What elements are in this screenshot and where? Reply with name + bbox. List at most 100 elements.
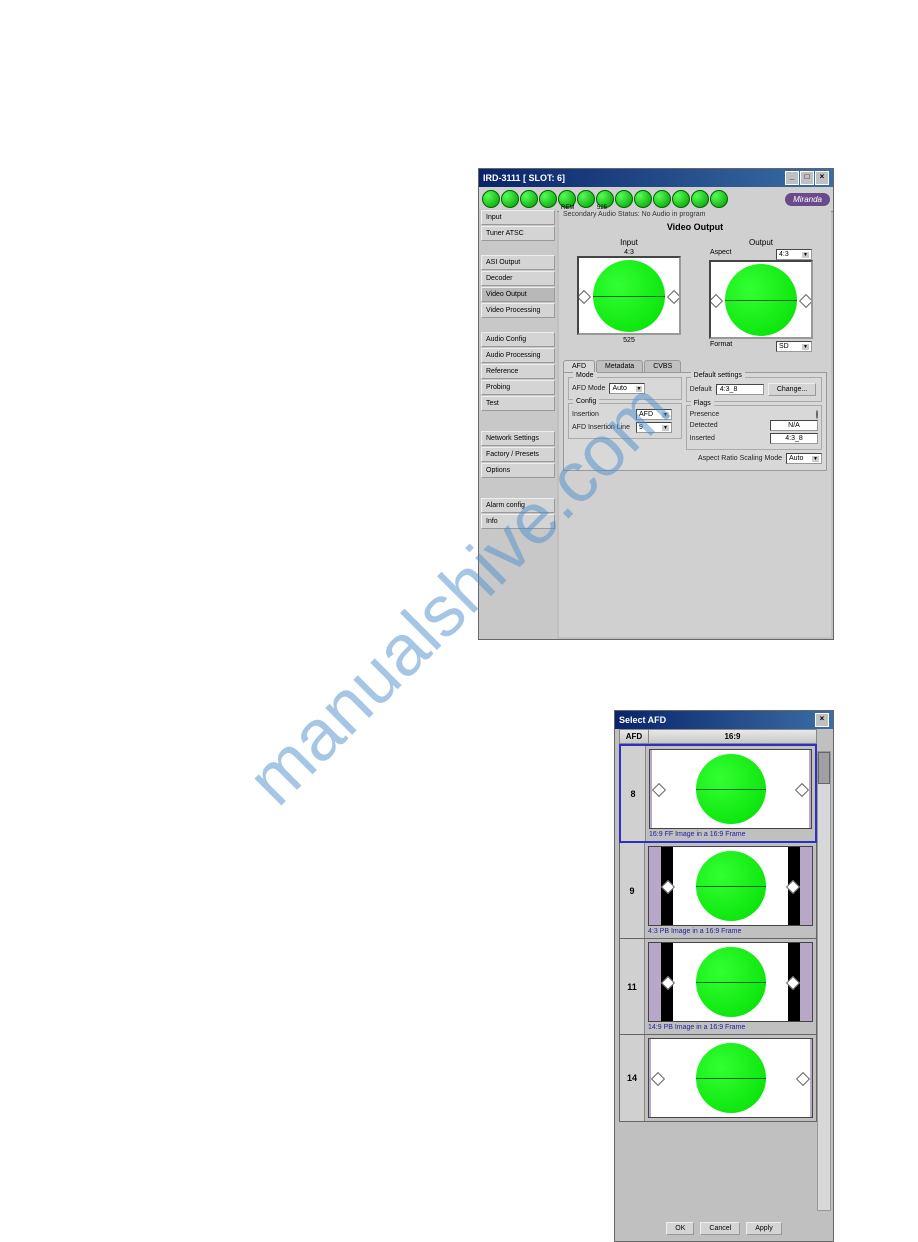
marker-icon (667, 289, 681, 303)
nav-icon[interactable] (539, 190, 557, 208)
sidebar-item-factory[interactable]: Factory / Presets (481, 447, 555, 462)
sidebar-item-network[interactable]: Network Settings (481, 431, 555, 446)
close-button[interactable]: × (815, 171, 829, 185)
afd-row[interactable]: 94:3 PB Image in a 16:9 Frame (619, 843, 817, 939)
aspect-label: Aspect (710, 249, 731, 260)
circle-icon (696, 1043, 766, 1113)
sidebar-item-info[interactable]: Info (481, 514, 555, 529)
sidebar-item-probing[interactable]: Probing (481, 380, 555, 395)
tab-cvbs[interactable]: CVBS (644, 360, 681, 372)
afd-row[interactable]: 1114:9 PB Image in a 16:9 Frame (619, 939, 817, 1035)
default-group: Default settings Default 4:3_8 Change... (686, 377, 822, 402)
circle-icon (696, 754, 766, 824)
status-icon (710, 190, 728, 208)
input-label: Input (574, 238, 684, 247)
input-aspect: 4:3 (574, 249, 684, 256)
sidebar-item-audio-config[interactable]: Audio Config (481, 332, 555, 347)
group-title: Config (573, 398, 599, 405)
afd-caption: 4:3 PB Image in a 16:9 Frame (648, 928, 813, 935)
tab-metadata[interactable]: Metadata (596, 360, 643, 372)
insertion-dropdown[interactable]: AFD (636, 409, 672, 420)
default-label: Default (690, 386, 712, 393)
tab-bar: AFD Metadata CVBS (559, 356, 831, 372)
main-panel: Secondary Audio Status: No Audio in prog… (559, 209, 831, 637)
sidebar-item-audio-processing[interactable]: Audio Processing (481, 348, 555, 363)
presence-led-icon (816, 410, 818, 419)
marker-icon (709, 293, 723, 307)
status-icon (482, 190, 500, 208)
nav-icon[interactable] (501, 190, 519, 208)
status-icon (672, 190, 690, 208)
circle-icon (696, 851, 766, 921)
video-output-window: IRD-3111 [ SLOT: 6] _ □ × Miranda REM 52… (478, 168, 834, 640)
afd-header: AFD 16:9 (619, 729, 817, 744)
sidebar-item-video-processing[interactable]: Video Processing (481, 303, 555, 318)
window-buttons: _ □ × (785, 171, 829, 185)
change-button[interactable]: Change... (768, 383, 816, 396)
sidebar-item-reference[interactable]: Reference (481, 364, 555, 379)
tab-afd[interactable]: AFD (563, 360, 595, 372)
marker-icon (799, 293, 813, 307)
afd-row[interactable]: 816:9 FF Image in a 16:9 Frame (619, 744, 817, 843)
output-box: Output Aspect 4:3 Format SD (706, 238, 816, 352)
afd-preview (648, 942, 813, 1022)
maximize-button[interactable]: □ (800, 171, 814, 185)
status-icon (615, 190, 633, 208)
format-label: Format (710, 341, 732, 352)
group-title: Default settings (691, 372, 745, 379)
sidebar-item-test[interactable]: Test (481, 396, 555, 411)
arsm-label: Aspect Ratio Scaling Mode (698, 455, 782, 462)
afd-line-dropdown[interactable]: 9 (636, 422, 672, 433)
afd-row-content (645, 1035, 816, 1121)
arsm-dropdown[interactable]: Auto (786, 453, 822, 464)
config-group: Config Insertion AFD AFD Insertion Line … (568, 403, 682, 439)
afd-row-number: 8 (621, 746, 646, 841)
group-title: Mode (573, 372, 597, 379)
brand-label: Miranda (785, 193, 830, 206)
mode-group: Mode AFD Mode Auto (568, 377, 682, 400)
apply-button[interactable]: Apply (746, 1222, 782, 1235)
afd-preview (649, 749, 812, 829)
status-icon (577, 190, 595, 208)
status-icon (520, 190, 538, 208)
sidebar-item-asi[interactable]: ASI Output (481, 255, 555, 270)
afd-preview (648, 846, 813, 926)
status-icon (691, 190, 709, 208)
window-title: IRD-3111 [ SLOT: 6] (483, 173, 565, 183)
sidebar-item-options[interactable]: Options (481, 463, 555, 478)
format-dropdown[interactable]: SD (776, 341, 812, 352)
ok-button[interactable]: OK (666, 1222, 694, 1235)
titlebar: IRD-3111 [ SLOT: 6] _ □ × (479, 169, 833, 187)
sidebar-item-alarm[interactable]: Alarm config (481, 498, 555, 513)
afd-row[interactable]: 14 (619, 1035, 817, 1122)
aspect-dropdown[interactable]: 4:3 (776, 249, 812, 260)
default-value: 4:3_8 (716, 384, 764, 395)
status-icon (634, 190, 652, 208)
sidebar: Input Tuner ATSC ASI Output Decoder Vide… (479, 209, 557, 639)
close-button[interactable]: × (815, 713, 829, 727)
afd-row-content: 14:9 PB Image in a 16:9 Frame (645, 939, 816, 1034)
scrollbar[interactable] (817, 751, 831, 1211)
tab-content: Mode AFD Mode Auto Config Insertion AFD (563, 372, 827, 471)
audio-status: Secondary Audio Status: No Audio in prog… (559, 209, 831, 220)
header-ratio: 16:9 (649, 730, 816, 743)
insertion-label: Insertion (572, 411, 632, 418)
afd-row-number: 9 (620, 843, 645, 938)
afd-list: AFD 16:9 816:9 FF Image in a 16:9 Frame9… (619, 729, 817, 1213)
minimize-button[interactable]: _ (785, 171, 799, 185)
sidebar-item-tuner[interactable]: Tuner ATSC (481, 226, 555, 241)
button-row: OK Cancel Apply (615, 1216, 833, 1241)
cancel-button[interactable]: Cancel (700, 1222, 740, 1235)
output-preview (709, 260, 813, 339)
status-icon (653, 190, 671, 208)
sidebar-item-decoder[interactable]: Decoder (481, 271, 555, 286)
inserted-value: 4:3_8 (770, 433, 818, 444)
input-format: 525 (574, 337, 684, 344)
sidebar-item-input[interactable]: Input (481, 210, 555, 225)
input-box: Input 4:3 525 (574, 238, 684, 352)
select-afd-window: Select AFD × AFD 16:9 816:9 FF Image in … (614, 710, 834, 1242)
sidebar-item-video-output[interactable]: Video Output (481, 287, 555, 302)
afd-preview (648, 1038, 813, 1118)
output-label: Output (706, 238, 816, 247)
afd-mode-dropdown[interactable]: Auto (609, 383, 645, 394)
